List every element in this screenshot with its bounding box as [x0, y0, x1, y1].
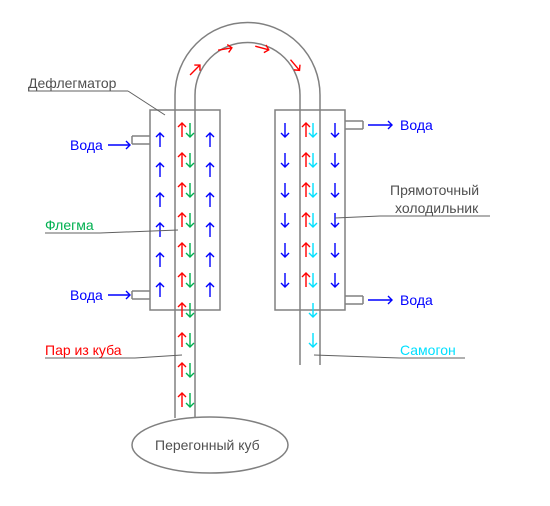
label-condenser-1: Прямоточный [390, 182, 479, 198]
label-water-in-top-left: Вода [70, 137, 103, 153]
label-product: Самогон [400, 342, 456, 358]
diagram-canvas: Дефлегматор Флегма Пар из куба Вода Вода Вода… [0, 0, 550, 506]
label-vapor: Пар из куба [45, 342, 122, 358]
label-dephlegmator: Дефлегматор [28, 75, 117, 91]
label-water-out-top-right: Вода [400, 117, 433, 133]
label-water-out-bottom-right: Вода [400, 292, 433, 308]
label-phlegm: Флегма [45, 217, 94, 233]
label-condenser-2: холодильник [395, 200, 479, 216]
label-water-in-bottom-left: Вода [70, 287, 103, 303]
label-pot: Перегонный куб [155, 437, 260, 453]
